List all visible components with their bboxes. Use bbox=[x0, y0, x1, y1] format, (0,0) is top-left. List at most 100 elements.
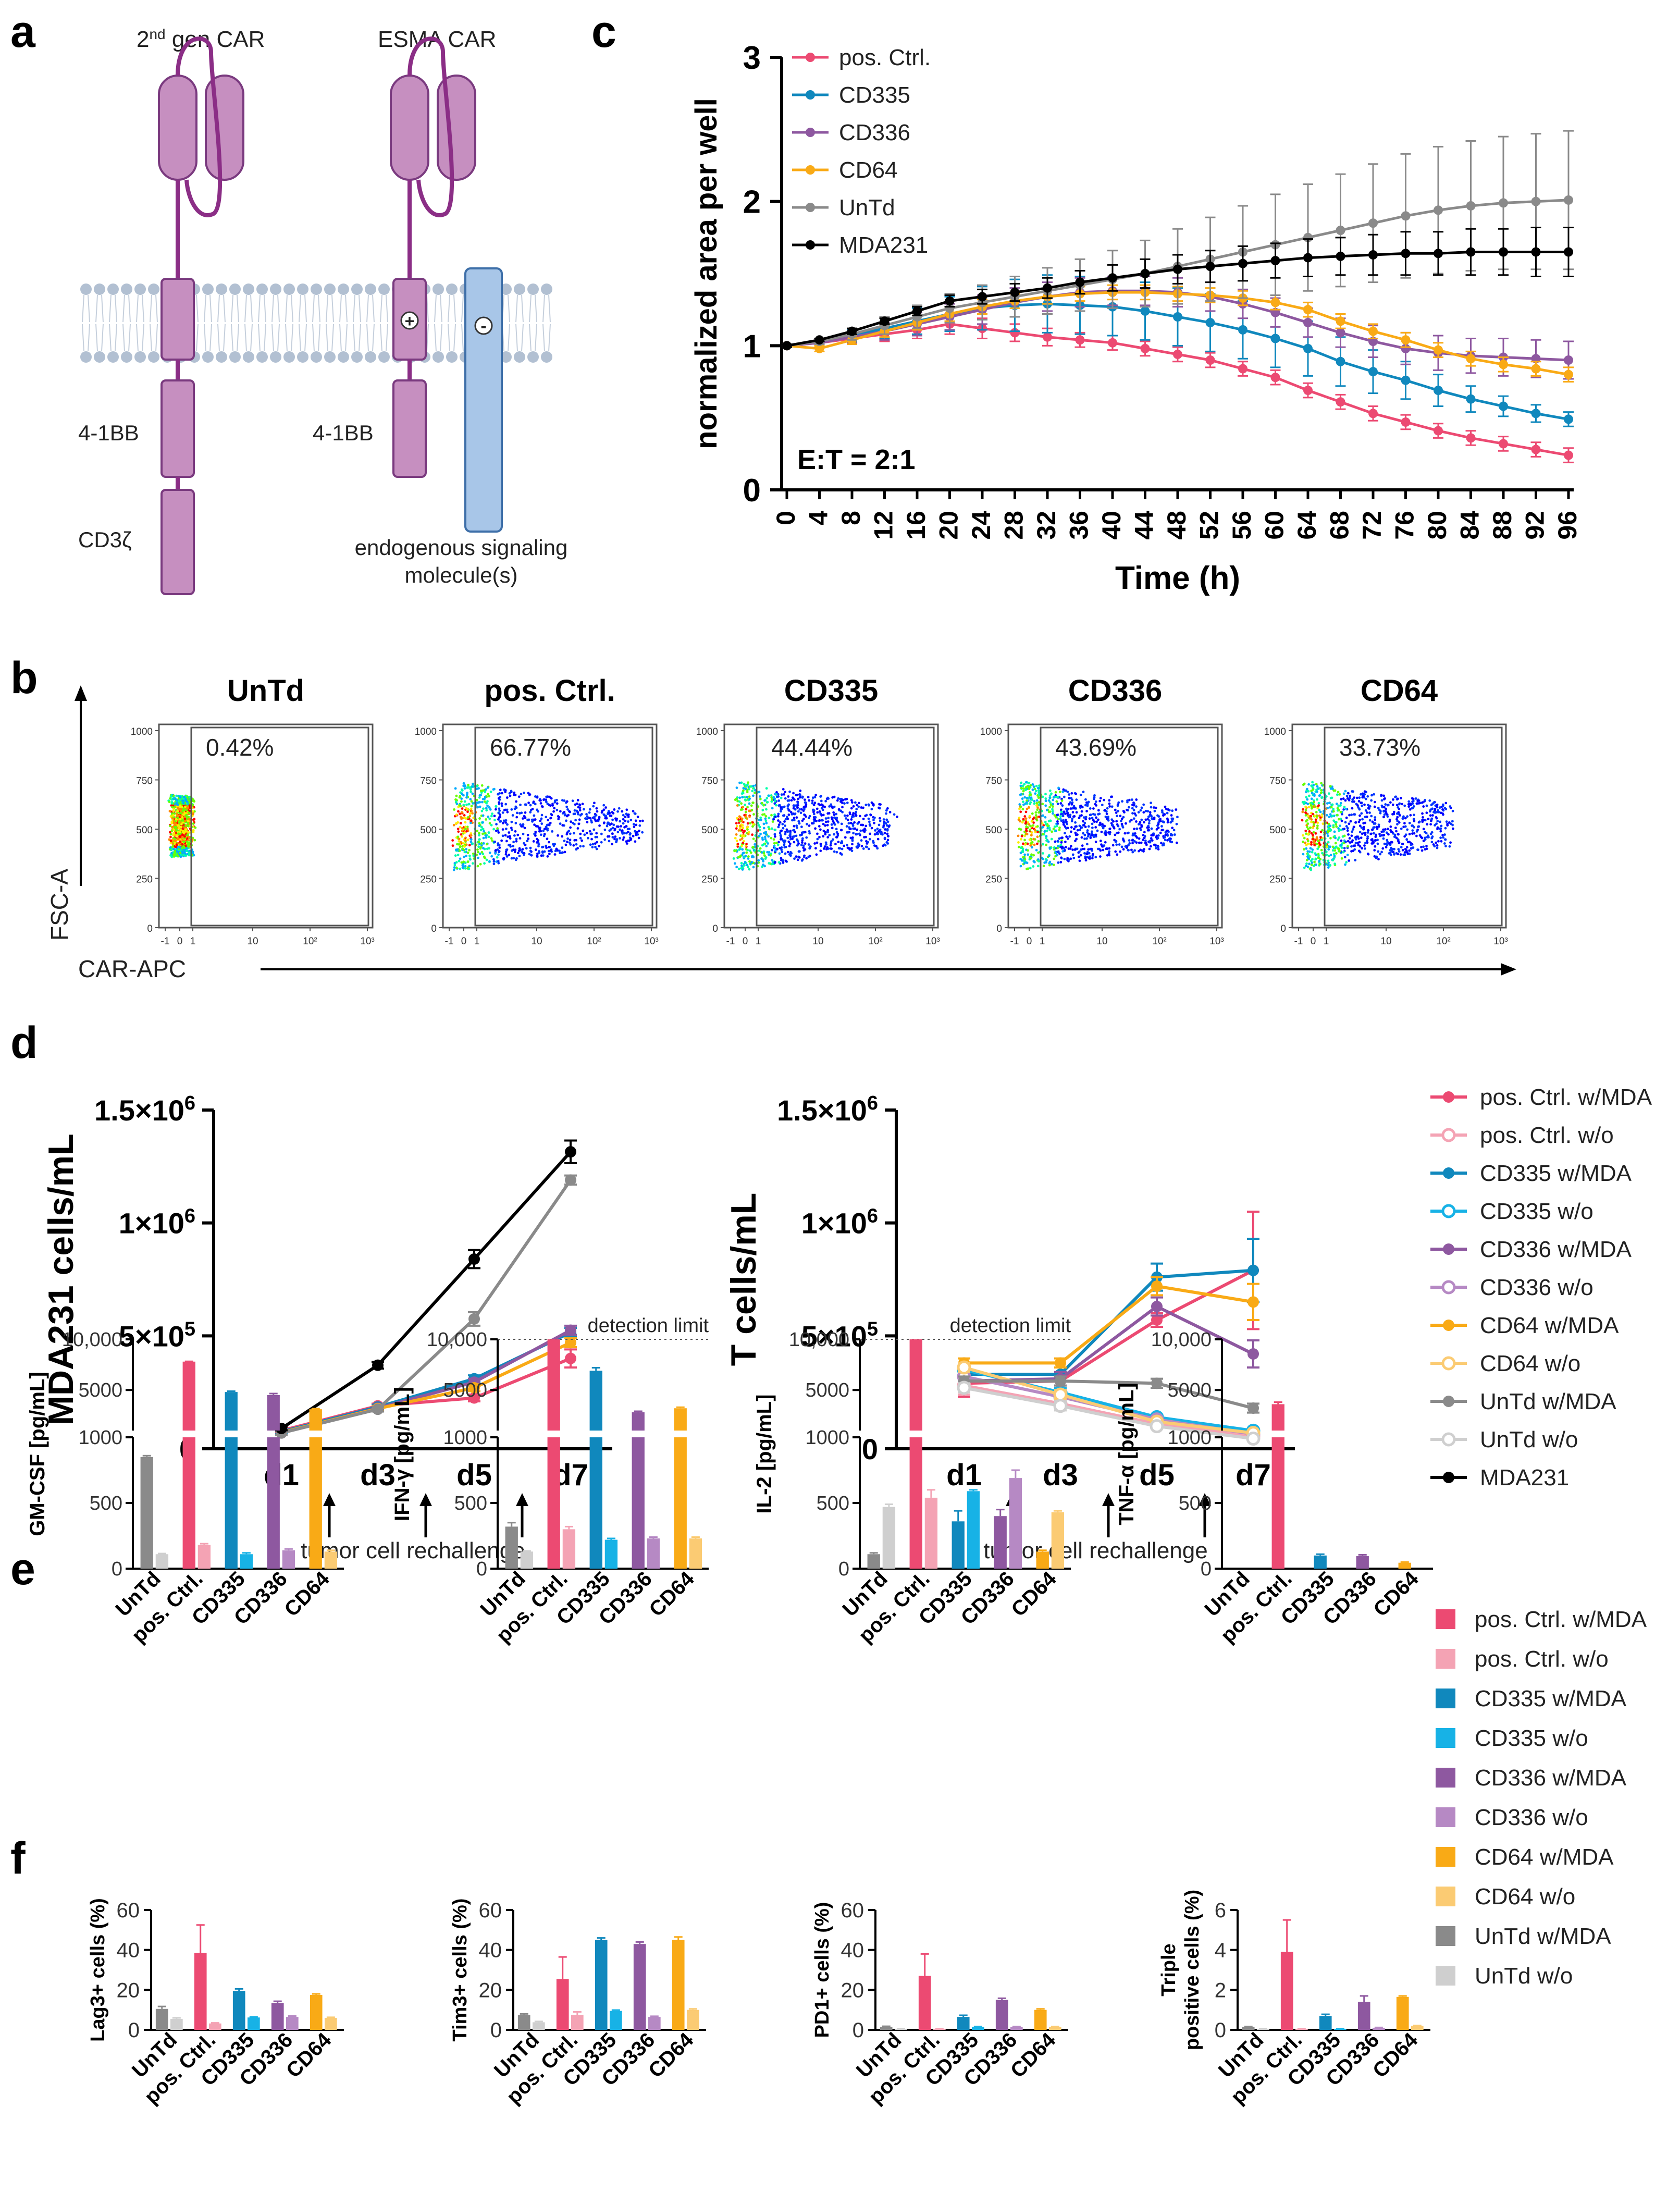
event-dot bbox=[746, 806, 749, 809]
event-dot bbox=[869, 832, 872, 835]
event-dot bbox=[779, 834, 782, 837]
event-dot bbox=[1047, 840, 1050, 843]
event-dot bbox=[461, 847, 464, 851]
event-dot bbox=[194, 826, 197, 829]
event-dot bbox=[742, 787, 745, 790]
event-dot bbox=[777, 812, 780, 816]
event-dot bbox=[458, 859, 461, 862]
event-dot bbox=[549, 804, 552, 807]
event-dot bbox=[177, 832, 180, 835]
event-dot bbox=[170, 812, 174, 815]
y-tick-label: 250 bbox=[420, 874, 437, 885]
event-dot bbox=[561, 824, 564, 827]
lipid-head-bottom bbox=[243, 351, 254, 363]
event-dot bbox=[1150, 806, 1153, 809]
event-dot bbox=[1071, 853, 1074, 856]
event-dot bbox=[751, 854, 754, 857]
event-dot bbox=[548, 795, 551, 798]
event-dot bbox=[790, 799, 793, 802]
event-dot bbox=[464, 821, 467, 824]
event-dot bbox=[1103, 824, 1106, 828]
lipid-head-top bbox=[338, 284, 349, 295]
event-dot bbox=[511, 849, 513, 852]
x-tick-label: 0 bbox=[771, 511, 800, 525]
event-dot bbox=[622, 836, 625, 839]
event-dot bbox=[1106, 807, 1109, 810]
event-dot bbox=[885, 824, 888, 827]
event-dot bbox=[1021, 808, 1024, 811]
event-dot bbox=[883, 832, 886, 834]
event-dot bbox=[774, 849, 777, 852]
event-dot bbox=[752, 823, 755, 826]
x-tick-label: -1 bbox=[1010, 936, 1019, 947]
event-dot bbox=[1091, 857, 1094, 860]
event-dot bbox=[536, 808, 539, 811]
event-dot bbox=[1377, 858, 1380, 861]
event-dot bbox=[470, 840, 473, 843]
event-dot bbox=[885, 812, 887, 815]
event-dot bbox=[558, 849, 561, 853]
event-dot bbox=[1084, 859, 1088, 862]
data-point bbox=[814, 335, 824, 345]
event-dot bbox=[1069, 801, 1072, 804]
event-dot bbox=[497, 853, 500, 856]
data-point bbox=[1043, 283, 1052, 293]
event-dot bbox=[1058, 826, 1061, 829]
event-dot bbox=[1393, 835, 1397, 838]
event-dot bbox=[1033, 787, 1036, 791]
event-dot bbox=[793, 817, 796, 819]
event-dot bbox=[883, 822, 886, 825]
event-dot bbox=[1022, 800, 1024, 803]
event-dot bbox=[493, 815, 496, 818]
event-dot bbox=[841, 802, 844, 804]
event-dot bbox=[468, 848, 471, 852]
event-dot bbox=[743, 796, 746, 799]
label-cd3z: CD3ζ bbox=[78, 527, 132, 552]
event-dot bbox=[1035, 802, 1039, 805]
event-dot bbox=[1130, 819, 1133, 821]
event-dot bbox=[792, 792, 795, 795]
event-dot bbox=[579, 814, 582, 817]
event-dot bbox=[1439, 827, 1442, 830]
event-dot bbox=[502, 819, 505, 822]
event-dot bbox=[1034, 814, 1037, 817]
event-dot bbox=[1326, 814, 1328, 817]
event-dot bbox=[1042, 825, 1044, 829]
event-dot bbox=[1441, 834, 1444, 836]
event-dot bbox=[1378, 833, 1381, 835]
event-dot bbox=[835, 851, 838, 854]
y-tick-label: 0 bbox=[996, 923, 1002, 934]
event-dot bbox=[619, 828, 622, 831]
lipid-head-top bbox=[541, 284, 552, 295]
lipid-head-top bbox=[256, 284, 268, 295]
event-dot bbox=[1071, 811, 1074, 814]
event-dot bbox=[487, 831, 490, 834]
event-dot bbox=[1146, 810, 1150, 813]
event-dot bbox=[482, 842, 485, 845]
event-dot bbox=[513, 834, 516, 837]
event-dot bbox=[831, 827, 834, 830]
event-dot bbox=[826, 820, 830, 823]
data-point bbox=[1075, 277, 1085, 287]
x-tick-label: 84 bbox=[1455, 511, 1485, 540]
event-dot bbox=[793, 857, 796, 860]
lipid-head-top bbox=[514, 284, 525, 295]
y-tick-label: 1 bbox=[743, 328, 761, 364]
event-dot bbox=[1094, 856, 1097, 859]
event-dot bbox=[495, 805, 498, 808]
event-dot bbox=[578, 809, 582, 812]
lipid-head-bottom bbox=[311, 351, 322, 363]
event-dot bbox=[636, 831, 639, 833]
event-dot bbox=[534, 831, 537, 833]
event-dot bbox=[466, 792, 469, 794]
event-dot bbox=[515, 816, 518, 819]
event-dot bbox=[872, 840, 875, 843]
event-dot bbox=[1056, 844, 1059, 847]
event-dot bbox=[1028, 806, 1030, 809]
event-dot bbox=[1142, 821, 1145, 824]
x-tick-label: 40 bbox=[1097, 511, 1126, 540]
y-tick-label: 500 bbox=[701, 825, 718, 836]
event-dot bbox=[1062, 821, 1065, 824]
event-dot bbox=[833, 816, 836, 819]
